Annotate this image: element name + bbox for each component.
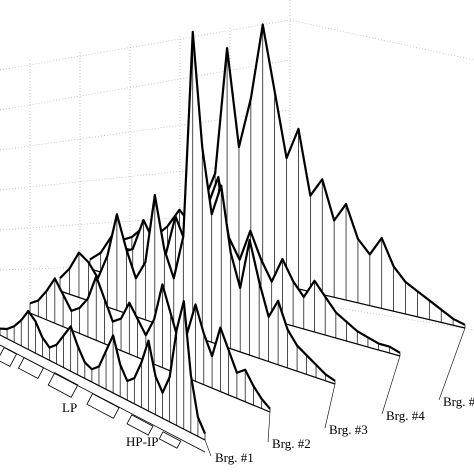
rotor-sketch bbox=[0, 344, 206, 453]
box-edge bbox=[0, 159, 291, 191]
rotor-axis bbox=[0, 344, 206, 453]
trace-fill bbox=[0, 301, 205, 440]
rotor-part bbox=[17, 356, 45, 380]
rotor-part bbox=[126, 414, 154, 436]
label-leader bbox=[381, 355, 401, 415]
box-edge bbox=[0, 209, 291, 231]
background-box bbox=[0, 0, 474, 331]
legend-label: Brg. #1 bbox=[215, 450, 254, 465]
legend-label: Brg. #5 bbox=[443, 394, 474, 409]
label-leader bbox=[438, 327, 466, 401]
rotor-part bbox=[0, 346, 18, 368]
legend-label: Brg. #4 bbox=[386, 408, 425, 423]
trace-fill bbox=[60, 31, 335, 385]
legend-label: Brg. #3 bbox=[329, 422, 368, 437]
rotor-part bbox=[86, 393, 120, 419]
trace bbox=[119, 23, 466, 326]
label-leader bbox=[204, 439, 212, 457]
trace bbox=[59, 30, 336, 382]
annotation: HP-IP bbox=[126, 434, 159, 449]
rotor-part bbox=[47, 372, 79, 398]
box-edge bbox=[0, 109, 291, 151]
box-edge bbox=[0, 59, 291, 111]
legend-label: Brg. #2 bbox=[272, 436, 311, 451]
box-edge bbox=[289, 299, 474, 331]
box-edge bbox=[0, 259, 291, 271]
box-edge bbox=[0, 19, 291, 71]
label-leader bbox=[324, 383, 336, 429]
trace bbox=[89, 175, 401, 354]
trace bbox=[0, 300, 207, 435]
rotor-part bbox=[158, 431, 182, 449]
box-edge bbox=[289, 19, 474, 61]
trace bbox=[29, 275, 271, 410]
baseline bbox=[0, 334, 206, 441]
annotation: LP bbox=[62, 400, 77, 415]
label-leader bbox=[267, 411, 271, 443]
